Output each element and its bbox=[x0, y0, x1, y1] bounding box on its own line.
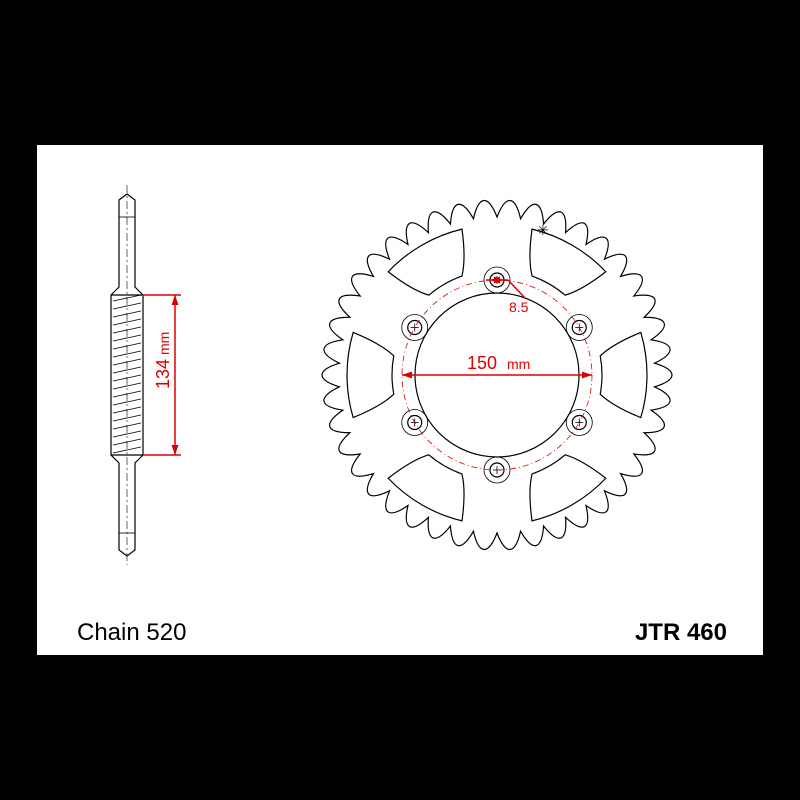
cutout-window bbox=[600, 332, 647, 417]
dim-150-unit: mm bbox=[507, 356, 530, 372]
dim-hole-value: 8.5 bbox=[509, 299, 529, 315]
dim-150-value: 150 bbox=[467, 353, 497, 373]
dimensions: 134 mm 150 mm 8.5 bbox=[143, 277, 592, 456]
drawing-paper: ✳ 134 mm 150 mm 8.5 Chain 520 JTR 460 bbox=[37, 145, 763, 655]
chain-label: Chain 520 bbox=[77, 619, 186, 646]
dim-134-value: 134 bbox=[153, 359, 173, 389]
sprocket-side-view bbox=[111, 185, 143, 565]
dim-134-unit: mm bbox=[156, 332, 172, 355]
cutout-window bbox=[347, 332, 394, 417]
mark-icon: ✳ bbox=[537, 222, 549, 238]
part-number-label: JTR 460 bbox=[635, 619, 727, 646]
technical-drawing: ✳ 134 mm 150 mm 8.5 Chain 520 JTR 460 bbox=[37, 145, 763, 655]
